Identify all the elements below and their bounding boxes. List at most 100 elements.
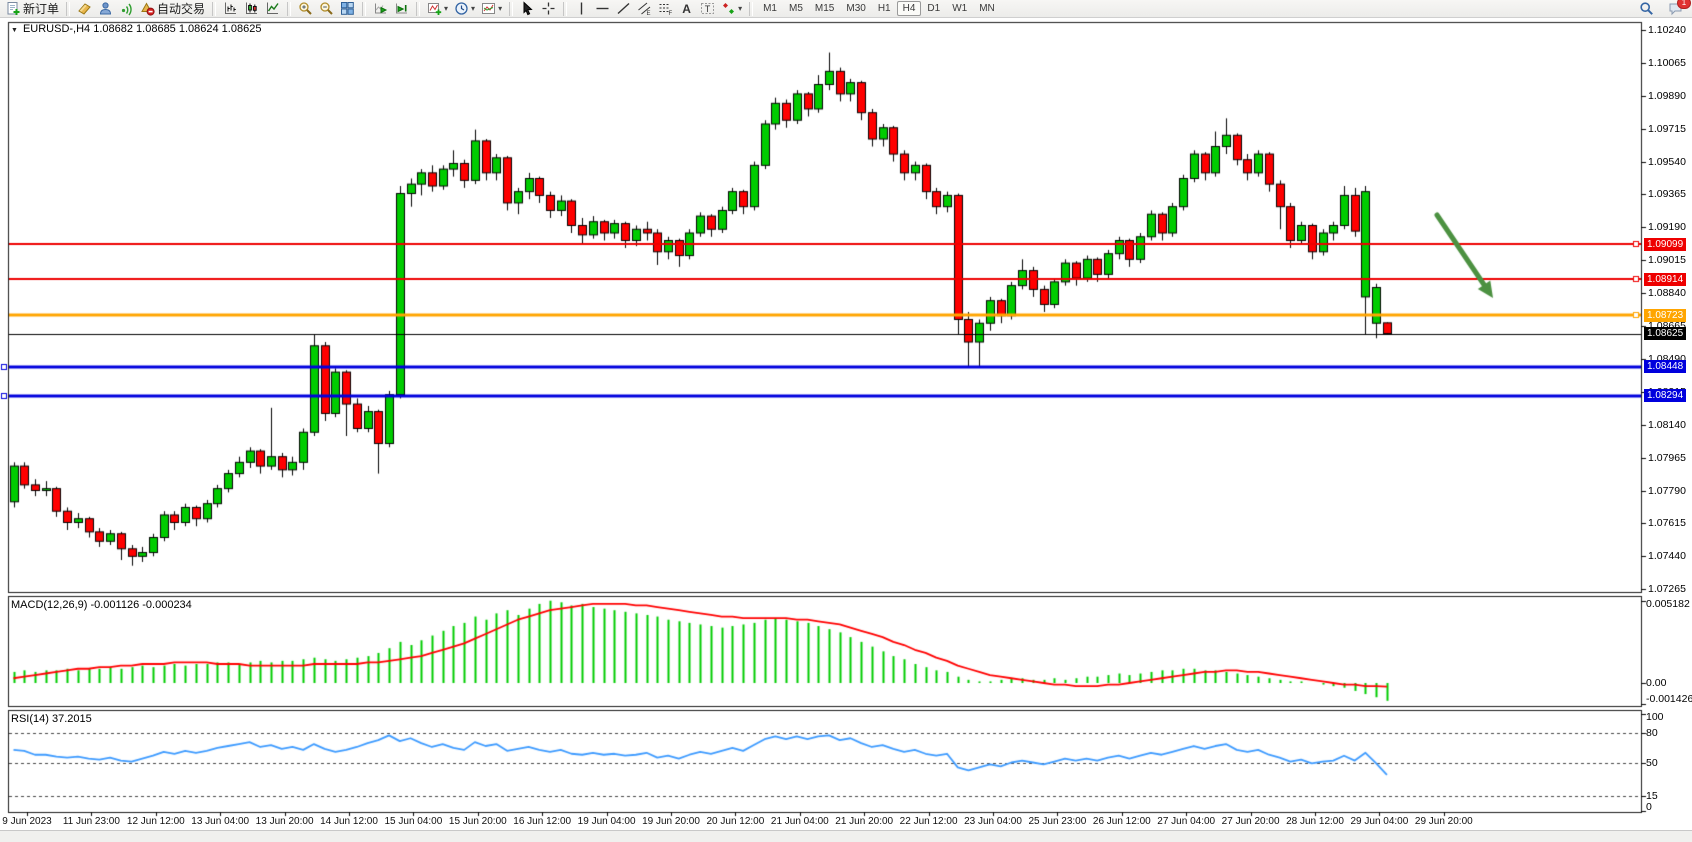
search-icon [1639, 1, 1654, 16]
tf-m1-button-label: M1 [763, 3, 777, 14]
notification-badge: 1 [1677, 0, 1691, 9]
fibonacci-button[interactable]: F [655, 0, 676, 18]
toolbar-separator [287, 1, 292, 16]
cursor-button[interactable] [517, 0, 538, 18]
text-button[interactable]: A [676, 0, 697, 18]
tf-h4-button-label: H4 [902, 3, 916, 14]
tf-m5-button[interactable]: M5 [783, 1, 809, 16]
signal-icon [119, 1, 134, 16]
text-label-icon: T [700, 1, 715, 16]
toolbar-separator [66, 1, 71, 16]
template-icon [481, 1, 496, 16]
chart-shift-icon [394, 1, 409, 16]
tf-d1-button-label: D1 [927, 3, 941, 14]
svg-text:A: A [682, 2, 691, 16]
notifications-button[interactable]: 1 [1665, 0, 1691, 18]
toolbar-separator [416, 1, 421, 16]
cursor-icon [520, 1, 535, 16]
toolbar-separator [362, 1, 367, 16]
new-order-button[interactable]: 新订单 [3, 0, 62, 18]
crosshair-icon [541, 1, 556, 16]
trendline-button[interactable] [613, 0, 634, 18]
chevron-down-icon[interactable]: ▾ [444, 3, 449, 13]
gold-box-icon [77, 1, 92, 16]
channel-icon: E [637, 1, 652, 16]
toolbar-right: 1 [1636, 0, 1691, 18]
auto-scroll-button[interactable] [370, 0, 391, 18]
horizontal-line-button[interactable] [592, 0, 613, 18]
arrows-icon [721, 1, 736, 16]
tf-mn-button-label: MN [979, 3, 995, 14]
indicators-icon [427, 1, 442, 16]
tf-m5-button-label: M5 [789, 3, 803, 14]
tf-m15-button-label: M15 [814, 3, 835, 14]
vline-icon [574, 1, 589, 16]
text-label-button[interactable]: T [697, 0, 718, 18]
styler-button[interactable] [74, 0, 95, 18]
templates-button[interactable]: ▾ [478, 0, 505, 18]
zoom-in-icon [298, 1, 313, 16]
status-bar [0, 830, 1692, 842]
toolbar-separator [212, 1, 217, 16]
arrows-button[interactable]: ▾ [718, 0, 745, 18]
chart-title: EURUSD-,H4 1.08682 1.08685 1.08624 1.086… [22, 23, 262, 35]
tf-m15-button[interactable]: M15 [809, 1, 840, 16]
bar-chart-icon [223, 1, 238, 16]
periods-button[interactable]: ▾ [451, 0, 478, 18]
auto-scroll-icon [373, 1, 388, 16]
toolbar: 新订单 自动交易 ▾ ▾ ▾ E F A T ▾ M1 M5 M15 M30 H1 H4 D1 W1 MN 1 [0, 0, 1692, 18]
toolbar-separator [509, 1, 514, 16]
line-chart-button[interactable] [262, 0, 283, 18]
tf-w1-button-label: W1 [952, 3, 968, 14]
trendline-icon [616, 1, 631, 16]
zoom-out-icon [319, 1, 334, 16]
text-icon: A [679, 1, 694, 16]
search-button[interactable] [1636, 0, 1657, 18]
tf-h4-button[interactable]: H4 [896, 1, 922, 16]
chevron-down-icon[interactable]: ▾ [471, 3, 476, 13]
bar-chart-button[interactable] [220, 0, 241, 18]
candlestick-chart-button[interactable] [241, 0, 262, 18]
fibonacci-icon: F [658, 1, 673, 16]
chart-canvas[interactable] [0, 18, 1692, 830]
tf-m1-button[interactable]: M1 [757, 1, 783, 16]
autotrading-button-label: 自动交易 [157, 1, 206, 16]
svg-text:T: T [705, 4, 711, 14]
tf-d1-button[interactable]: D1 [921, 1, 946, 16]
tf-h1-button-label: H1 [877, 3, 891, 14]
chart-title-row: EURUSD-,H4 1.08682 1.08685 1.08624 1.086… [11, 23, 262, 35]
toolbar-separator [563, 1, 568, 16]
person-icon [98, 1, 113, 16]
zoom-out-button[interactable] [316, 0, 337, 18]
clock-icon [454, 1, 469, 16]
crosshair-button[interactable] [538, 0, 559, 18]
signals-button[interactable] [116, 0, 137, 18]
line-chart-icon [265, 1, 280, 16]
candle-chart-icon [244, 1, 259, 16]
indicators-button[interactable]: ▾ [424, 0, 451, 18]
toolbar-separator [749, 1, 754, 16]
vertical-line-button[interactable] [571, 0, 592, 18]
tf-m30-button[interactable]: M30 [840, 1, 871, 16]
autotrade-icon [140, 1, 155, 16]
svg-text:F: F [669, 11, 673, 16]
zoom-in-button[interactable] [295, 0, 316, 18]
market-watch-button[interactable] [95, 0, 116, 18]
svg-text:E: E [647, 11, 651, 16]
chevron-down-icon[interactable]: ▾ [738, 3, 743, 13]
equidistant-channel-button[interactable]: E [634, 0, 655, 18]
hline-icon [595, 1, 610, 16]
chart-shift-button[interactable] [391, 0, 412, 18]
chevron-down-icon[interactable]: ▾ [498, 3, 503, 13]
tf-mn-button[interactable]: MN [973, 1, 1001, 16]
chart-dropdown-icon[interactable] [11, 23, 18, 35]
tf-m30-button-label: M30 [846, 3, 866, 14]
autotrading-button[interactable]: 自动交易 [137, 0, 208, 18]
tf-w1-button[interactable]: W1 [946, 1, 973, 16]
new-order-button-label: 新订单 [23, 1, 60, 16]
tf-h1-button[interactable]: H1 [872, 1, 897, 16]
tile-windows-button[interactable] [337, 0, 358, 18]
tile-windows-icon [340, 1, 355, 16]
new-order-icon [6, 1, 21, 16]
